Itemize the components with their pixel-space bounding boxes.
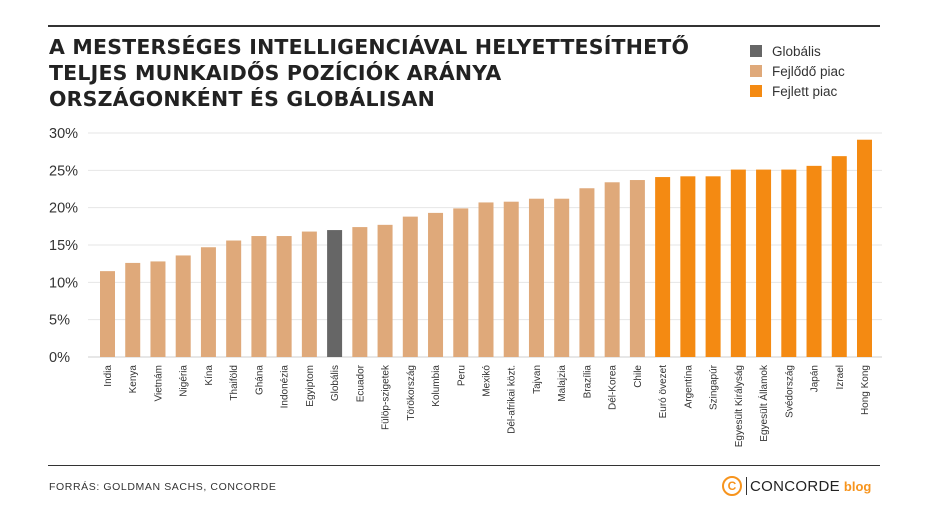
y-tick-label: 10% [49, 275, 78, 291]
concorde-logo: C CONCORDE blog [722, 476, 871, 496]
x-tick-label: Argentína [683, 365, 694, 409]
x-tick-label: Izrael [835, 365, 846, 389]
x-tick-label: Dél-afrikai közt. [507, 365, 518, 434]
x-tick-label: Kenya [128, 365, 139, 394]
bar [730, 169, 746, 357]
x-tick-label: Tajvan [532, 365, 543, 394]
x-tick-label: Brazília [582, 365, 593, 399]
x-tick-label: Vietnám [153, 365, 164, 402]
x-tick-label: Globális [330, 365, 341, 401]
legend-swatch-global [750, 45, 762, 57]
bar [604, 182, 620, 357]
title-line-2: TELJES MUNKAIDŐS POZÍCIÓK ARÁNYA [49, 61, 502, 85]
x-tick-label: Peru [456, 365, 467, 386]
bar [857, 139, 872, 357]
legend-swatch-developed [750, 85, 762, 97]
bar [100, 271, 115, 357]
concorde-c-icon: C [722, 476, 742, 496]
x-tick-label: Fülöp-szigetek [381, 364, 392, 430]
x-tick-label: Kína [204, 365, 215, 386]
legend-item-emerging: Fejlődő piac [750, 61, 845, 81]
x-tick-label: Euró övezet [658, 365, 669, 419]
bar [301, 231, 317, 357]
bar [554, 198, 570, 357]
bar [528, 198, 544, 357]
bar [453, 208, 469, 357]
x-tick-label: India [103, 365, 114, 387]
x-tick-label: Dél-Korea [608, 365, 619, 410]
bar [251, 236, 267, 357]
x-tick-label: Indonézia [280, 365, 291, 409]
legend-label-global: Globális [772, 43, 821, 59]
bar [655, 177, 671, 357]
x-tick-label: Ghána [254, 365, 265, 395]
bar [705, 176, 721, 357]
x-tick-label: Japán [810, 365, 821, 392]
legend-swatch-emerging [750, 65, 762, 77]
bar [503, 201, 519, 357]
x-tick-label: Chile [633, 365, 644, 388]
logo-name: CONCORDE [750, 477, 840, 495]
bar [352, 227, 368, 357]
bar [478, 202, 494, 357]
x-tick-label: Egyiptom [305, 365, 316, 407]
y-tick-label: 15% [49, 238, 78, 254]
bar [806, 165, 822, 357]
y-tick-label: 25% [49, 163, 78, 179]
legend-label-emerging: Fejlődő piac [772, 63, 845, 79]
bottom-rule [48, 465, 880, 466]
x-tick-label: Thaiföld [229, 365, 240, 401]
legend-label-developed: Fejlett piac [772, 83, 838, 99]
x-tick-label: Egyesült Államok [757, 364, 770, 442]
top-rule [48, 25, 880, 27]
y-tick-label: 5% [49, 313, 70, 329]
bar [175, 255, 191, 357]
x-tick-label: Malajzia [557, 365, 568, 402]
y-tick-label: 20% [49, 201, 78, 217]
bar [377, 224, 393, 357]
x-tick-label: Hong Kong [860, 365, 871, 415]
bar [756, 169, 772, 357]
bar [579, 188, 595, 357]
x-tick-label: Szingapúr [709, 364, 720, 410]
logo-blog: blog [843, 478, 872, 494]
bar [226, 240, 242, 357]
legend-item-global: Globális [750, 41, 845, 61]
chart-title: A MESTERSÉGES INTELLIGENCIÁVAL HELYETTES… [49, 34, 729, 112]
x-tick-label: Törökország [406, 365, 417, 421]
bar [428, 212, 444, 357]
y-tick-label: 0% [49, 350, 70, 366]
bar [831, 156, 847, 357]
y-tick-label: 30% [49, 126, 78, 142]
x-tick-label: Kolumbia [431, 365, 442, 407]
x-tick-label: Nigéria [179, 365, 190, 397]
bar [680, 176, 696, 357]
bar [781, 169, 797, 357]
bar [629, 180, 645, 357]
source-note: FORRÁS: GOLDMAN SACHS, CONCORDE [49, 481, 277, 493]
title-line-1: A MESTERSÉGES INTELLIGENCIÁVAL HELYETTES… [49, 35, 690, 59]
legend: Globális Fejlődő piac Fejlett piac [750, 41, 845, 101]
bar [200, 247, 216, 357]
bar [125, 262, 141, 357]
bar [327, 230, 343, 357]
bar [402, 216, 418, 357]
bar [150, 261, 166, 357]
logo-divider [746, 477, 747, 495]
bar [276, 236, 292, 357]
title-line-3: ORSZÁGONKÉNT ÉS GLOBÁLISAN [49, 87, 435, 111]
x-tick-label: Mexikó [482, 365, 493, 397]
x-tick-label: Svédország [784, 365, 795, 418]
x-tick-label: Ecuador [355, 364, 366, 402]
legend-item-developed: Fejlett piac [750, 81, 845, 101]
x-tick-label: Egyesült Királyság [734, 365, 745, 447]
